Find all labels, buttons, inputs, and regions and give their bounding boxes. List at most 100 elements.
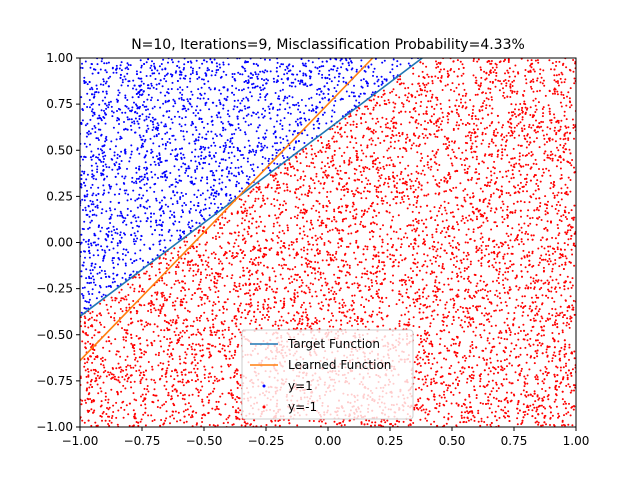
point-negative xyxy=(372,254,375,257)
point-negative xyxy=(191,348,193,351)
point-positive xyxy=(81,287,84,289)
point-negative xyxy=(353,167,356,170)
point-negative xyxy=(392,171,395,174)
point-negative xyxy=(244,292,246,295)
point-negative xyxy=(477,58,480,61)
point-positive xyxy=(348,64,351,67)
point-negative xyxy=(118,381,121,384)
point-negative xyxy=(302,170,305,173)
point-negative xyxy=(401,156,404,158)
point-negative xyxy=(199,332,201,335)
point-negative xyxy=(473,295,476,298)
point-negative xyxy=(104,358,107,361)
point-positive xyxy=(217,68,220,71)
point-negative xyxy=(504,271,507,274)
point-positive xyxy=(130,144,133,147)
point-positive xyxy=(199,148,202,151)
point-positive xyxy=(98,271,101,274)
point-positive xyxy=(134,199,137,202)
point-positive xyxy=(99,148,102,151)
point-negative xyxy=(238,304,241,307)
point-positive xyxy=(220,158,223,161)
point-negative xyxy=(184,294,187,297)
point-negative xyxy=(247,292,250,295)
point-negative xyxy=(448,99,451,102)
point-negative xyxy=(326,156,329,159)
point-negative xyxy=(554,319,557,322)
point-negative xyxy=(495,188,498,191)
point-negative xyxy=(145,393,147,396)
point-positive xyxy=(299,70,301,73)
point-positive xyxy=(360,59,363,62)
point-negative xyxy=(330,319,333,322)
point-positive xyxy=(297,104,300,107)
point-positive xyxy=(286,102,289,105)
point-positive xyxy=(155,126,158,129)
point-negative xyxy=(406,133,409,136)
point-negative xyxy=(532,162,535,165)
point-negative xyxy=(293,215,296,218)
point-negative xyxy=(538,288,541,291)
point-negative xyxy=(293,256,296,259)
point-positive xyxy=(265,129,268,132)
point-negative xyxy=(463,269,466,272)
point-negative xyxy=(521,231,523,234)
point-positive xyxy=(97,91,100,94)
point-negative xyxy=(425,65,428,68)
point-positive xyxy=(168,138,171,140)
point-positive xyxy=(170,197,173,200)
point-positive xyxy=(109,222,112,224)
point-negative xyxy=(550,286,553,289)
point-positive xyxy=(258,141,260,144)
point-negative xyxy=(333,153,336,156)
point-negative xyxy=(116,393,119,396)
point-positive xyxy=(114,208,116,211)
point-negative xyxy=(559,204,562,207)
point-negative xyxy=(466,377,469,380)
point-negative xyxy=(150,311,153,314)
point-negative xyxy=(570,209,573,212)
point-negative xyxy=(558,385,561,388)
point-negative xyxy=(372,108,375,111)
point-negative xyxy=(418,135,421,138)
point-positive xyxy=(178,97,181,100)
point-negative xyxy=(296,238,298,240)
point-negative xyxy=(407,86,410,89)
point-positive xyxy=(100,119,103,122)
point-negative xyxy=(278,424,281,427)
point-positive xyxy=(329,58,332,61)
point-positive xyxy=(194,177,197,180)
point-negative xyxy=(197,343,200,346)
point-negative xyxy=(218,236,221,239)
point-positive xyxy=(138,180,141,183)
point-negative xyxy=(164,253,167,256)
point-negative xyxy=(429,210,432,213)
point-negative xyxy=(539,239,542,242)
point-negative xyxy=(356,286,359,289)
point-positive xyxy=(143,100,145,103)
point-negative xyxy=(547,245,550,248)
point-negative xyxy=(566,374,569,377)
point-positive xyxy=(274,135,277,138)
point-negative xyxy=(528,136,531,139)
point-negative xyxy=(484,307,487,310)
point-negative xyxy=(263,230,266,233)
point-negative xyxy=(122,416,125,419)
point-negative xyxy=(370,99,373,102)
point-positive xyxy=(230,172,233,175)
point-negative xyxy=(108,350,111,353)
point-negative xyxy=(507,292,510,295)
point-positive xyxy=(214,74,217,77)
point-negative xyxy=(361,296,364,299)
point-positive xyxy=(118,91,121,94)
point-negative xyxy=(500,206,502,209)
point-negative xyxy=(438,394,441,397)
point-positive xyxy=(102,90,104,93)
point-negative xyxy=(163,299,166,302)
point-positive xyxy=(391,63,394,66)
point-negative xyxy=(556,322,559,325)
point-negative xyxy=(176,371,179,374)
point-negative xyxy=(382,224,384,227)
point-negative xyxy=(240,206,243,209)
point-negative xyxy=(443,416,446,419)
